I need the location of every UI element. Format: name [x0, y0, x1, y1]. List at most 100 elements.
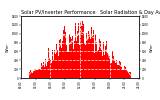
Bar	[92, 36, 93, 78]
Bar	[75, 42, 76, 78]
Bar	[57, 50, 58, 78]
Bar	[64, 26, 65, 78]
Bar	[50, 60, 51, 78]
Bar	[116, 60, 117, 78]
Bar	[47, 62, 48, 78]
Bar	[32, 73, 33, 78]
Bar	[103, 42, 104, 78]
Bar	[65, 32, 66, 78]
Bar	[45, 59, 46, 78]
Bar	[71, 39, 72, 78]
Bar	[78, 23, 79, 78]
Bar	[49, 58, 50, 78]
Bar	[34, 69, 35, 78]
Bar	[41, 62, 42, 78]
Bar	[87, 39, 88, 78]
Bar	[100, 41, 101, 78]
Bar	[76, 41, 77, 78]
Bar	[115, 63, 116, 78]
Bar	[42, 65, 43, 78]
Bar	[84, 46, 85, 78]
Bar	[123, 70, 124, 78]
Bar	[68, 52, 69, 78]
Text: Solar PV/Inverter Performance   Solar Radiation & Day Average per Minute: Solar PV/Inverter Performance Solar Radi…	[21, 10, 160, 15]
Bar	[58, 56, 59, 78]
Bar	[111, 63, 112, 78]
Bar	[88, 31, 89, 78]
Bar	[82, 21, 83, 78]
Bar	[77, 31, 78, 78]
Bar	[104, 55, 105, 78]
Bar	[85, 46, 86, 78]
Bar	[83, 24, 84, 78]
Bar	[112, 51, 113, 78]
Bar	[33, 71, 34, 78]
Bar	[55, 54, 56, 78]
Bar	[106, 41, 107, 78]
Bar	[96, 42, 97, 78]
Bar	[46, 66, 47, 78]
Bar	[39, 69, 40, 78]
Bar	[31, 72, 32, 78]
Bar	[127, 71, 128, 78]
Bar	[113, 56, 114, 78]
Bar	[107, 53, 108, 78]
Bar	[120, 62, 121, 78]
Bar	[43, 62, 44, 78]
Bar	[94, 52, 95, 78]
Bar	[90, 39, 91, 78]
Y-axis label: W/m²: W/m²	[6, 42, 10, 52]
Bar	[102, 56, 103, 78]
Bar	[125, 67, 126, 78]
Bar	[119, 61, 120, 78]
Bar	[35, 69, 36, 78]
Bar	[89, 34, 90, 78]
Bar	[126, 69, 127, 78]
Bar	[74, 41, 75, 78]
Bar	[44, 67, 45, 78]
Bar	[70, 37, 71, 78]
Bar	[61, 40, 62, 78]
Bar	[73, 49, 74, 78]
Bar	[80, 21, 81, 78]
Bar	[51, 64, 52, 78]
Bar	[72, 36, 73, 78]
Bar	[38, 69, 39, 78]
Bar	[37, 70, 38, 78]
Bar	[63, 30, 64, 78]
Bar	[98, 37, 99, 78]
Bar	[66, 45, 67, 78]
Bar	[101, 50, 102, 78]
Bar	[79, 45, 80, 78]
Bar	[86, 33, 87, 78]
Bar	[54, 50, 55, 78]
Bar	[109, 56, 110, 78]
Bar	[105, 46, 106, 78]
Bar	[97, 51, 98, 78]
Bar	[95, 34, 96, 78]
Bar	[129, 72, 130, 78]
Bar	[110, 63, 111, 78]
Bar	[62, 42, 63, 78]
Bar	[30, 70, 31, 78]
Bar	[99, 38, 100, 78]
Y-axis label: W/m²: W/m²	[150, 42, 154, 52]
Bar	[59, 40, 60, 78]
Bar	[53, 60, 54, 78]
Bar	[81, 26, 82, 78]
Bar	[93, 30, 94, 78]
Bar	[60, 39, 61, 78]
Bar	[114, 60, 115, 78]
Bar	[121, 67, 122, 78]
Bar	[91, 27, 92, 78]
Bar	[128, 72, 129, 78]
Bar	[36, 70, 37, 78]
Bar	[130, 72, 131, 78]
Bar	[118, 65, 119, 78]
Bar	[122, 70, 123, 78]
Bar	[117, 64, 118, 78]
Bar	[56, 44, 57, 78]
Bar	[52, 50, 53, 78]
Bar	[67, 52, 68, 78]
Bar	[40, 69, 41, 78]
